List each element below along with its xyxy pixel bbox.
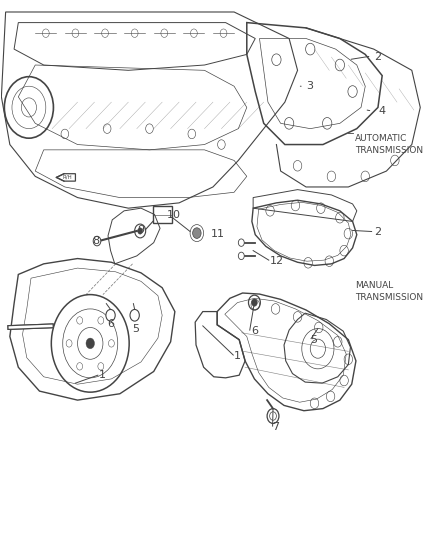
Circle shape bbox=[138, 228, 143, 234]
Text: 11: 11 bbox=[211, 229, 225, 239]
Text: 4: 4 bbox=[378, 106, 385, 116]
Text: 1: 1 bbox=[99, 370, 106, 380]
Circle shape bbox=[130, 310, 139, 321]
Text: 2: 2 bbox=[374, 227, 381, 237]
Text: 12: 12 bbox=[270, 256, 284, 266]
Text: TRANSMISSION: TRANSMISSION bbox=[355, 293, 423, 302]
Circle shape bbox=[238, 239, 244, 246]
Text: TRANSMISSION: TRANSMISSION bbox=[355, 147, 423, 156]
Circle shape bbox=[267, 409, 279, 423]
Text: R/H: R/H bbox=[63, 175, 73, 180]
Text: 1: 1 bbox=[234, 351, 241, 361]
Circle shape bbox=[106, 310, 115, 321]
Circle shape bbox=[251, 299, 258, 306]
Text: MANUAL: MANUAL bbox=[355, 280, 393, 289]
Text: 3: 3 bbox=[306, 81, 313, 91]
Text: 5: 5 bbox=[310, 335, 317, 345]
Text: 6: 6 bbox=[107, 319, 114, 329]
Bar bbox=[153, 206, 172, 223]
Text: 8: 8 bbox=[92, 236, 99, 246]
Text: 9: 9 bbox=[137, 225, 144, 236]
Text: AUTOMATIC: AUTOMATIC bbox=[355, 134, 407, 143]
Text: 6: 6 bbox=[251, 326, 258, 336]
Circle shape bbox=[86, 338, 95, 349]
Circle shape bbox=[238, 252, 244, 260]
Circle shape bbox=[193, 228, 201, 238]
Text: 2: 2 bbox=[374, 52, 381, 62]
Text: 7: 7 bbox=[272, 422, 279, 432]
Text: 10: 10 bbox=[166, 209, 180, 220]
Circle shape bbox=[93, 236, 101, 246]
Text: 5: 5 bbox=[133, 324, 140, 334]
